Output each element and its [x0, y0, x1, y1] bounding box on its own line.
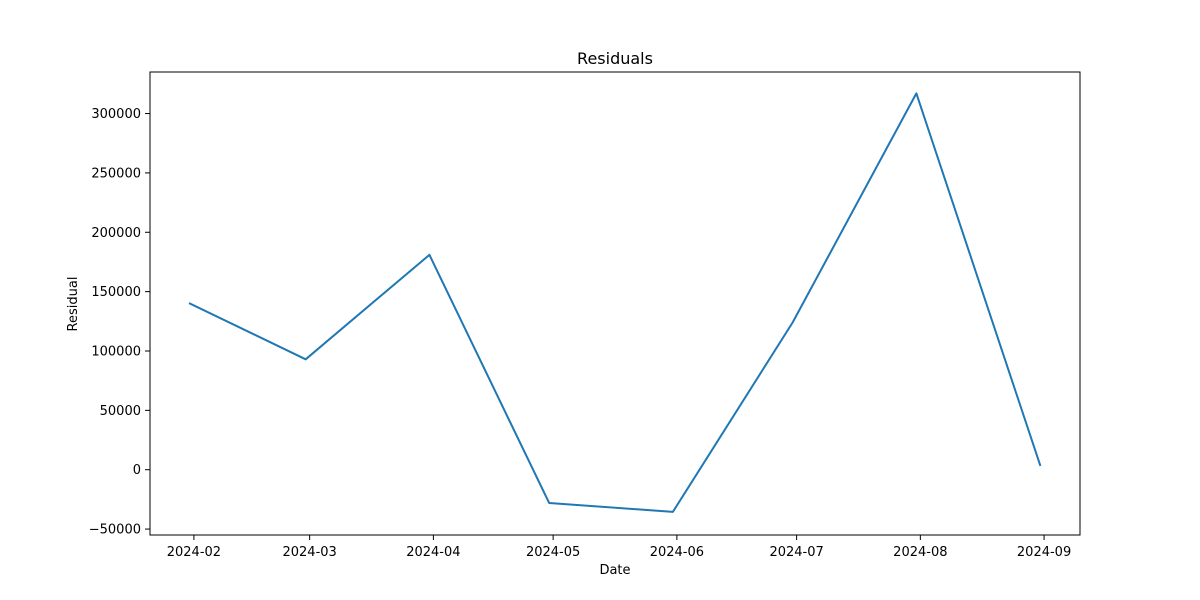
x-axis-label: Date	[599, 563, 630, 578]
y-tick-label: 200000	[91, 226, 141, 241]
y-tick-label: 50000	[100, 404, 141, 419]
y-tick-label: 0	[133, 463, 141, 478]
x-tick-label: 2024-06	[650, 545, 704, 560]
y-tick-label: −50000	[89, 523, 141, 538]
y-tick-label: 250000	[91, 166, 141, 181]
y-tick-label: 300000	[91, 107, 141, 122]
x-axis: 2024-02 2024-03 2024-04 2024-05 2024-06 2024-…	[167, 535, 1071, 560]
y-axis: −50000 0 50000 100000 150000 200000 250000 3000…	[89, 107, 150, 538]
axes-frame	[149, 71, 1081, 536]
x-tick-label: 2024-07	[769, 545, 823, 560]
x-tick-label: 2024-02	[167, 545, 221, 560]
x-tick-label: 2024-09	[1017, 545, 1071, 560]
chart-title: Residuals	[577, 49, 653, 68]
x-tick-label: 2024-03	[282, 545, 336, 560]
y-axis-label: Residual	[66, 277, 81, 332]
x-tick-label: 2024-04	[406, 545, 460, 560]
y-tick-label: 150000	[91, 285, 141, 300]
series-line	[188, 92, 1042, 513]
y-tick-label: 100000	[91, 344, 141, 359]
x-tick-label: 2024-08	[893, 545, 947, 560]
plot-area	[188, 92, 1042, 513]
x-tick-label: 2024-05	[526, 545, 580, 560]
